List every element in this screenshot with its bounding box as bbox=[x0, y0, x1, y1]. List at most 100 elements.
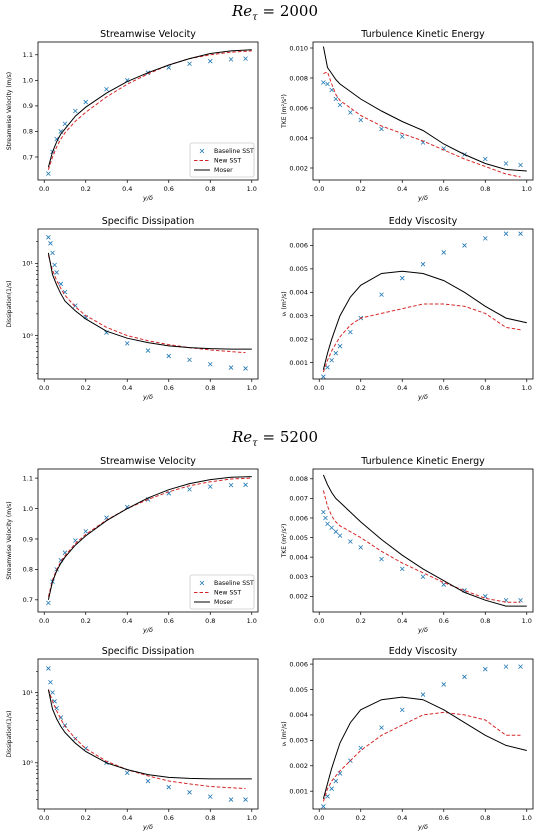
series-baseline-sst bbox=[46, 235, 248, 371]
plot-frame bbox=[312, 468, 534, 613]
data-point-marker bbox=[503, 161, 509, 166]
series-moser bbox=[47, 49, 252, 168]
data-point-marker bbox=[420, 692, 426, 697]
series-new-sst bbox=[47, 477, 252, 597]
x-tick-label: 0.4 bbox=[397, 185, 407, 193]
reynolds-value: 5200 bbox=[279, 428, 318, 446]
x-tick-label: 0.8 bbox=[480, 814, 490, 822]
data-point-marker bbox=[325, 81, 330, 87]
data-point-marker bbox=[518, 231, 523, 236]
y-tick-label: 0.8 bbox=[23, 128, 33, 136]
series-line bbox=[322, 270, 527, 370]
y-tick-label: 0.002 bbox=[289, 593, 308, 601]
x-tick-label: 0.4 bbox=[397, 617, 407, 625]
data-point-marker bbox=[358, 545, 364, 550]
axes: 0.0 0.2 0.4 0.6 0.8 1.0 10⁰ 10¹ bbox=[22, 241, 257, 392]
axes: 0.0 0.2 0.4 0.6 0.8 1.0 0.001 0.002 0.003 0.004 0.… bbox=[289, 660, 532, 822]
axes: 0.0 0.2 0.4 0.6 0.8 1.0 10⁰ 10¹ bbox=[22, 671, 257, 822]
series-line bbox=[47, 689, 252, 780]
data-point-marker bbox=[329, 525, 334, 531]
data-point-marker bbox=[243, 366, 248, 371]
series-line bbox=[47, 49, 252, 168]
y-tick-label: 0.006 bbox=[289, 660, 308, 668]
data-point-marker bbox=[46, 235, 51, 240]
x-tick-label: 1.0 bbox=[522, 384, 532, 392]
data-point-marker bbox=[379, 292, 384, 297]
x-tick-label: 0.4 bbox=[397, 384, 407, 392]
data-point-marker bbox=[329, 357, 334, 363]
x-tick-label: 1.0 bbox=[522, 814, 532, 822]
data-point-marker bbox=[348, 329, 353, 335]
x-tick-label: 0.6 bbox=[164, 384, 174, 392]
y-tick-label: 0.005 bbox=[289, 686, 308, 694]
series-moser bbox=[322, 270, 527, 370]
series-baseline-sst bbox=[321, 509, 523, 603]
series-new-sst bbox=[323, 71, 521, 178]
data-point-marker bbox=[321, 804, 326, 809]
y-tick-label: 0.9 bbox=[23, 535, 33, 543]
legend-box bbox=[189, 574, 255, 610]
y-tick-label: 0.006 bbox=[289, 514, 308, 522]
data-point-marker bbox=[48, 679, 53, 685]
plot-area bbox=[321, 231, 527, 379]
data-point-marker bbox=[518, 597, 523, 603]
y-tick-label: 0.004 bbox=[289, 289, 308, 297]
data-point-marker bbox=[379, 725, 384, 730]
data-point-marker bbox=[73, 303, 78, 308]
y-tick-label: 0.001 bbox=[289, 788, 308, 796]
data-point-marker bbox=[379, 556, 384, 562]
y-tick-label: 0.004 bbox=[289, 711, 308, 719]
data-point-marker bbox=[329, 87, 334, 93]
x-tick-label: 0.4 bbox=[122, 185, 132, 193]
series-moser bbox=[322, 696, 527, 799]
legend-label: Moser bbox=[214, 599, 233, 606]
x-tick-label: 0.4 bbox=[122, 617, 132, 625]
series-moser bbox=[322, 474, 527, 607]
series-line bbox=[47, 477, 252, 597]
data-point-marker bbox=[73, 108, 78, 114]
x-tick-label: 0.0 bbox=[39, 384, 49, 392]
chart-title: Turbulence Kinetic Energy bbox=[360, 456, 485, 467]
y-axis-label: TKE (m²/s²) bbox=[281, 94, 288, 129]
reynolds-value: 2000 bbox=[279, 2, 318, 20]
plot-frame bbox=[37, 41, 259, 181]
chart-title: Streamwise Velocity bbox=[100, 29, 196, 40]
series-line bbox=[322, 303, 521, 373]
chart-streamwise-velocity-2000: Streamwise Velocity 0.0 0.2 0.4 0.6 0.8 1.0 0.7… bbox=[6, 29, 259, 202]
data-point-marker bbox=[329, 786, 334, 791]
plot-frame bbox=[37, 658, 259, 810]
data-point-marker bbox=[399, 707, 405, 713]
data-point-marker bbox=[399, 134, 405, 139]
data-point-marker bbox=[83, 99, 89, 105]
data-point-marker bbox=[337, 533, 343, 538]
data-point-marker bbox=[187, 61, 192, 67]
y-axis-label: Streamwise Velocity (m/s) bbox=[6, 501, 13, 579]
y-axis-label: Dissipation(1/s) bbox=[6, 711, 13, 758]
data-point-marker bbox=[62, 121, 68, 127]
x-tick-label: 0.2 bbox=[81, 185, 91, 193]
data-point-marker bbox=[145, 348, 151, 353]
x-tick-label: 0.8 bbox=[205, 384, 215, 392]
data-point-marker bbox=[441, 682, 447, 687]
data-point-marker bbox=[50, 690, 55, 695]
data-point-marker bbox=[482, 666, 488, 672]
data-point-marker bbox=[228, 365, 234, 370]
equals-sign: = bbox=[257, 2, 280, 20]
series-baseline-sst bbox=[321, 231, 523, 379]
x-tick-label: 0.6 bbox=[164, 814, 174, 822]
data-point-marker bbox=[243, 482, 248, 488]
x-tick-label: 0.6 bbox=[439, 814, 449, 822]
chart-tke-5200: Turbulence Kinetic Energy 0.0 0.2 0.4 0.6 0.8… bbox=[281, 456, 534, 634]
x-tick-label: 1.0 bbox=[247, 814, 257, 822]
data-point-marker bbox=[321, 374, 326, 379]
series-new-sst bbox=[322, 490, 521, 603]
tau-subscript: τ bbox=[252, 12, 258, 23]
data-point-marker bbox=[145, 778, 151, 784]
x-tick-label: 1.0 bbox=[522, 185, 532, 193]
tau-subscript: τ bbox=[252, 438, 258, 449]
data-point-marker bbox=[52, 262, 57, 268]
data-point-marker bbox=[323, 515, 328, 521]
x-tick-label: 0.8 bbox=[205, 617, 215, 625]
series-baseline-sst bbox=[321, 664, 523, 809]
series-line bbox=[47, 252, 252, 350]
